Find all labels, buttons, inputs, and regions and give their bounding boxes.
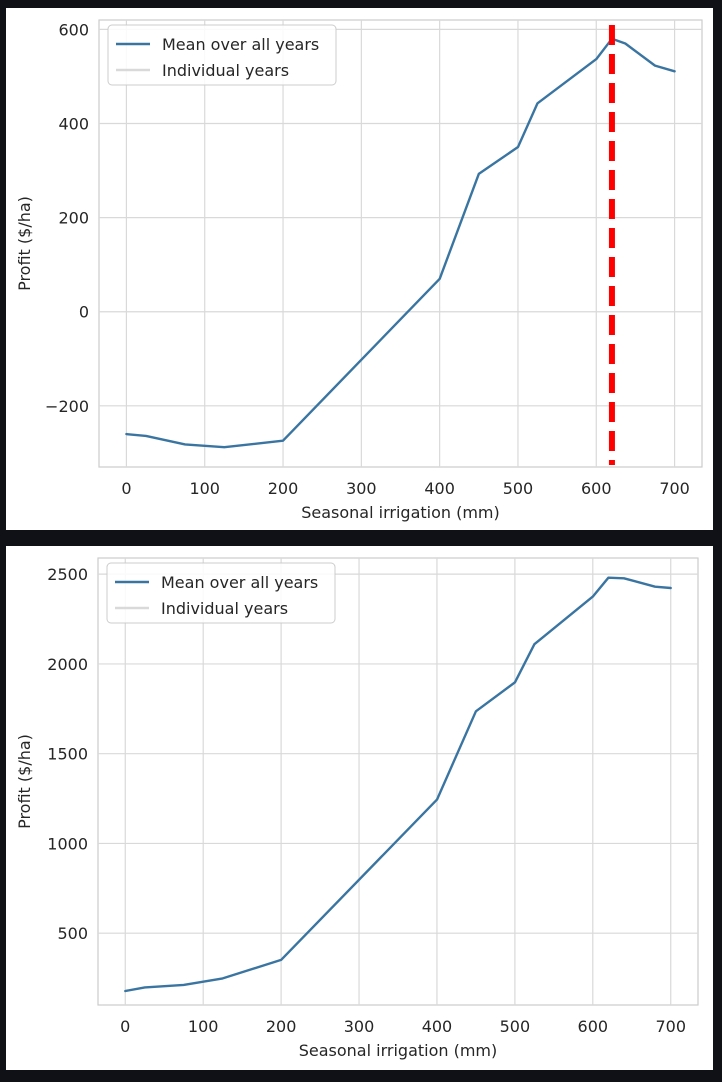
y-axis-label: Profit ($/ha) <box>15 196 34 291</box>
x-tick-label: 500 <box>500 1017 531 1036</box>
y-tick-label: 2000 <box>47 655 88 674</box>
y-tick-label: 0 <box>79 303 89 322</box>
x-tick-label: 700 <box>655 1017 686 1036</box>
series-line-0 <box>124 576 672 993</box>
x-tick-label: 100 <box>189 479 220 498</box>
x-tick-label: 700 <box>659 479 690 498</box>
x-tick-label: 200 <box>266 1017 297 1036</box>
chart-panel-top: 0 100 200 300 400 500 600 700 −200 0 200 400 600 Seas… <box>6 8 713 530</box>
x-tick-label: 400 <box>422 1017 453 1036</box>
plot-area <box>98 19 703 468</box>
x-tick-label: 500 <box>503 479 534 498</box>
x-tick-label: 200 <box>268 479 299 498</box>
y-tick-label: 2500 <box>47 565 88 584</box>
y-tick-label: 400 <box>58 115 89 134</box>
x-axis-label: Seasonal irrigation (mm) <box>301 503 500 522</box>
y-tick-label: 600 <box>58 20 89 39</box>
legend-label-1: Individual years <box>161 599 288 618</box>
x-tick-label: 100 <box>188 1017 219 1036</box>
legend-box <box>106 562 336 624</box>
profit-chart-top: 0 100 200 300 400 500 600 700 −200 0 200 400 600 Seas… <box>15 19 703 522</box>
legend-label-0: Mean over all years <box>161 573 318 592</box>
profit-chart-bottom: 0 100 200 300 400 500 600 700 500 1000 1500 2000 250… <box>15 557 699 1060</box>
y-tick-label: 200 <box>58 209 89 228</box>
legend-label-0: Mean over all years <box>162 35 319 54</box>
y-tick-label: 1500 <box>47 745 88 764</box>
x-tick-label: 300 <box>346 479 377 498</box>
y-tick-label: 1000 <box>47 834 88 853</box>
x-tick-label: 600 <box>578 1017 609 1036</box>
x-tick-label: 0 <box>121 479 131 498</box>
x-tick-label: 400 <box>424 479 455 498</box>
x-tick-label: 600 <box>581 479 612 498</box>
legend-label-1: Individual years <box>162 61 289 80</box>
legend-box <box>107 24 337 86</box>
y-tick-label: 500 <box>57 924 88 943</box>
plot-area <box>97 557 699 1006</box>
series-line-0 <box>125 37 676 449</box>
x-tick-label: 0 <box>120 1017 130 1036</box>
x-axis-label: Seasonal irrigation (mm) <box>299 1041 498 1060</box>
chart-panel-bottom: 0 100 200 300 400 500 600 700 500 1000 1500 2000 250… <box>6 546 713 1070</box>
y-tick-label: −200 <box>45 397 89 416</box>
x-tick-label: 300 <box>344 1017 375 1036</box>
y-axis-label: Profit ($/ha) <box>15 734 34 829</box>
